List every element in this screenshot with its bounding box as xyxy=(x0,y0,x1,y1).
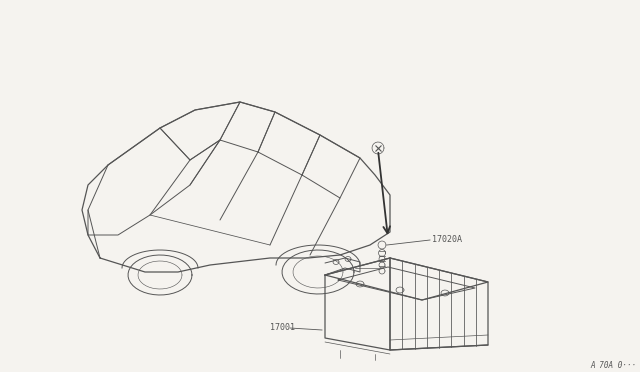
Text: A 70A 0···: A 70A 0··· xyxy=(590,360,636,369)
Text: 17001: 17001 xyxy=(270,324,295,333)
Text: 17020A: 17020A xyxy=(432,235,462,244)
